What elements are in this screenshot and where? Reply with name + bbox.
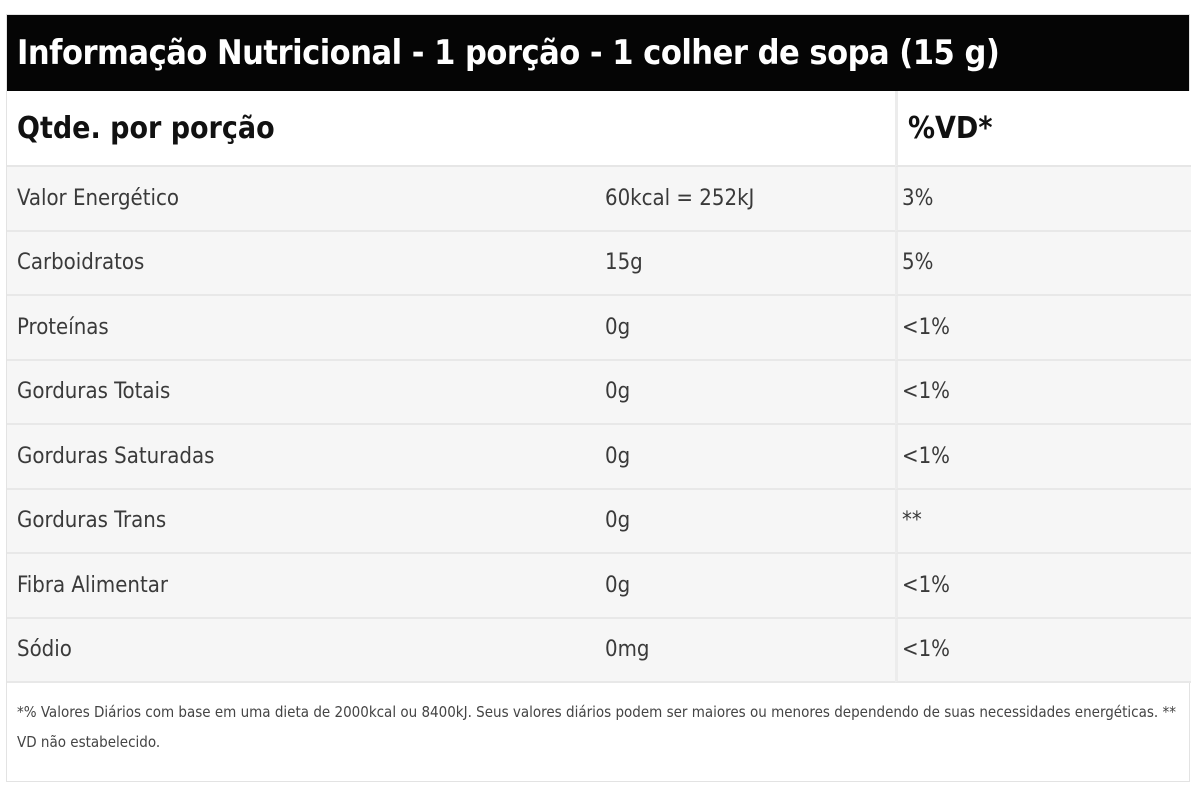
table-row: Gorduras Trans 0g **: [7, 489, 1191, 554]
nutrient-amount: 0g: [599, 489, 895, 554]
nutrient-name: Carboidratos: [7, 231, 599, 296]
nutrient-amount: 0g: [599, 360, 895, 425]
nutrient-daily-value: 3%: [895, 167, 1191, 232]
table-row: Carboidratos 15g 5%: [7, 231, 1191, 296]
table-row: Gorduras Totais 0g <1%: [7, 360, 1191, 425]
nutrient-name: Fibra Alimentar: [7, 554, 599, 619]
nutrient-name: Gorduras Trans: [7, 489, 599, 554]
nutrient-daily-value: <1%: [895, 618, 1191, 683]
daily-values-footnote: *% Valores Diários com base em uma dieta…: [7, 683, 1189, 757]
nutrition-title: Informação Nutricional - 1 porção - 1 co…: [7, 15, 1189, 91]
nutrient-daily-value: 5%: [895, 231, 1191, 296]
nutrient-amount: 15g: [599, 231, 895, 296]
nutrient-amount: 0mg: [599, 618, 895, 683]
table-row: Fibra Alimentar 0g <1%: [7, 554, 1191, 619]
table-row: Valor Energético 60kcal = 252kJ 3%: [7, 167, 1191, 232]
nutrient-name: Proteínas: [7, 296, 599, 361]
nutrient-amount: 0g: [599, 554, 895, 619]
nutrient-daily-value: <1%: [895, 360, 1191, 425]
header-amount-empty: [599, 91, 895, 167]
nutrient-amount: 60kcal = 252kJ: [599, 167, 895, 232]
nutrient-name: Sódio: [7, 618, 599, 683]
table-row: Gorduras Saturadas 0g <1%: [7, 425, 1191, 490]
table-row: Sódio 0mg <1%: [7, 618, 1191, 683]
nutrient-daily-value: <1%: [895, 554, 1191, 619]
header-qty-per-portion: Qtde. por porção: [7, 91, 599, 167]
nutrient-name: Gorduras Saturadas: [7, 425, 599, 490]
nutrient-amount: 0g: [599, 425, 895, 490]
nutrient-name: Valor Energético: [7, 167, 599, 232]
nutrition-facts-panel: Informação Nutricional - 1 porção - 1 co…: [6, 14, 1191, 782]
table-header-row: Qtde. por porção %VD*: [7, 91, 1191, 167]
table-row: Proteínas 0g <1%: [7, 296, 1191, 361]
header-daily-value: %VD*: [895, 91, 1191, 167]
nutrient-daily-value: <1%: [895, 296, 1191, 361]
nutrient-daily-value: <1%: [895, 425, 1191, 490]
nutrient-amount: 0g: [599, 296, 895, 361]
nutrition-table: Qtde. por porção %VD* Valor Energético 6…: [7, 91, 1191, 683]
nutrient-daily-value: **: [895, 489, 1191, 554]
nutrient-name: Gorduras Totais: [7, 360, 599, 425]
